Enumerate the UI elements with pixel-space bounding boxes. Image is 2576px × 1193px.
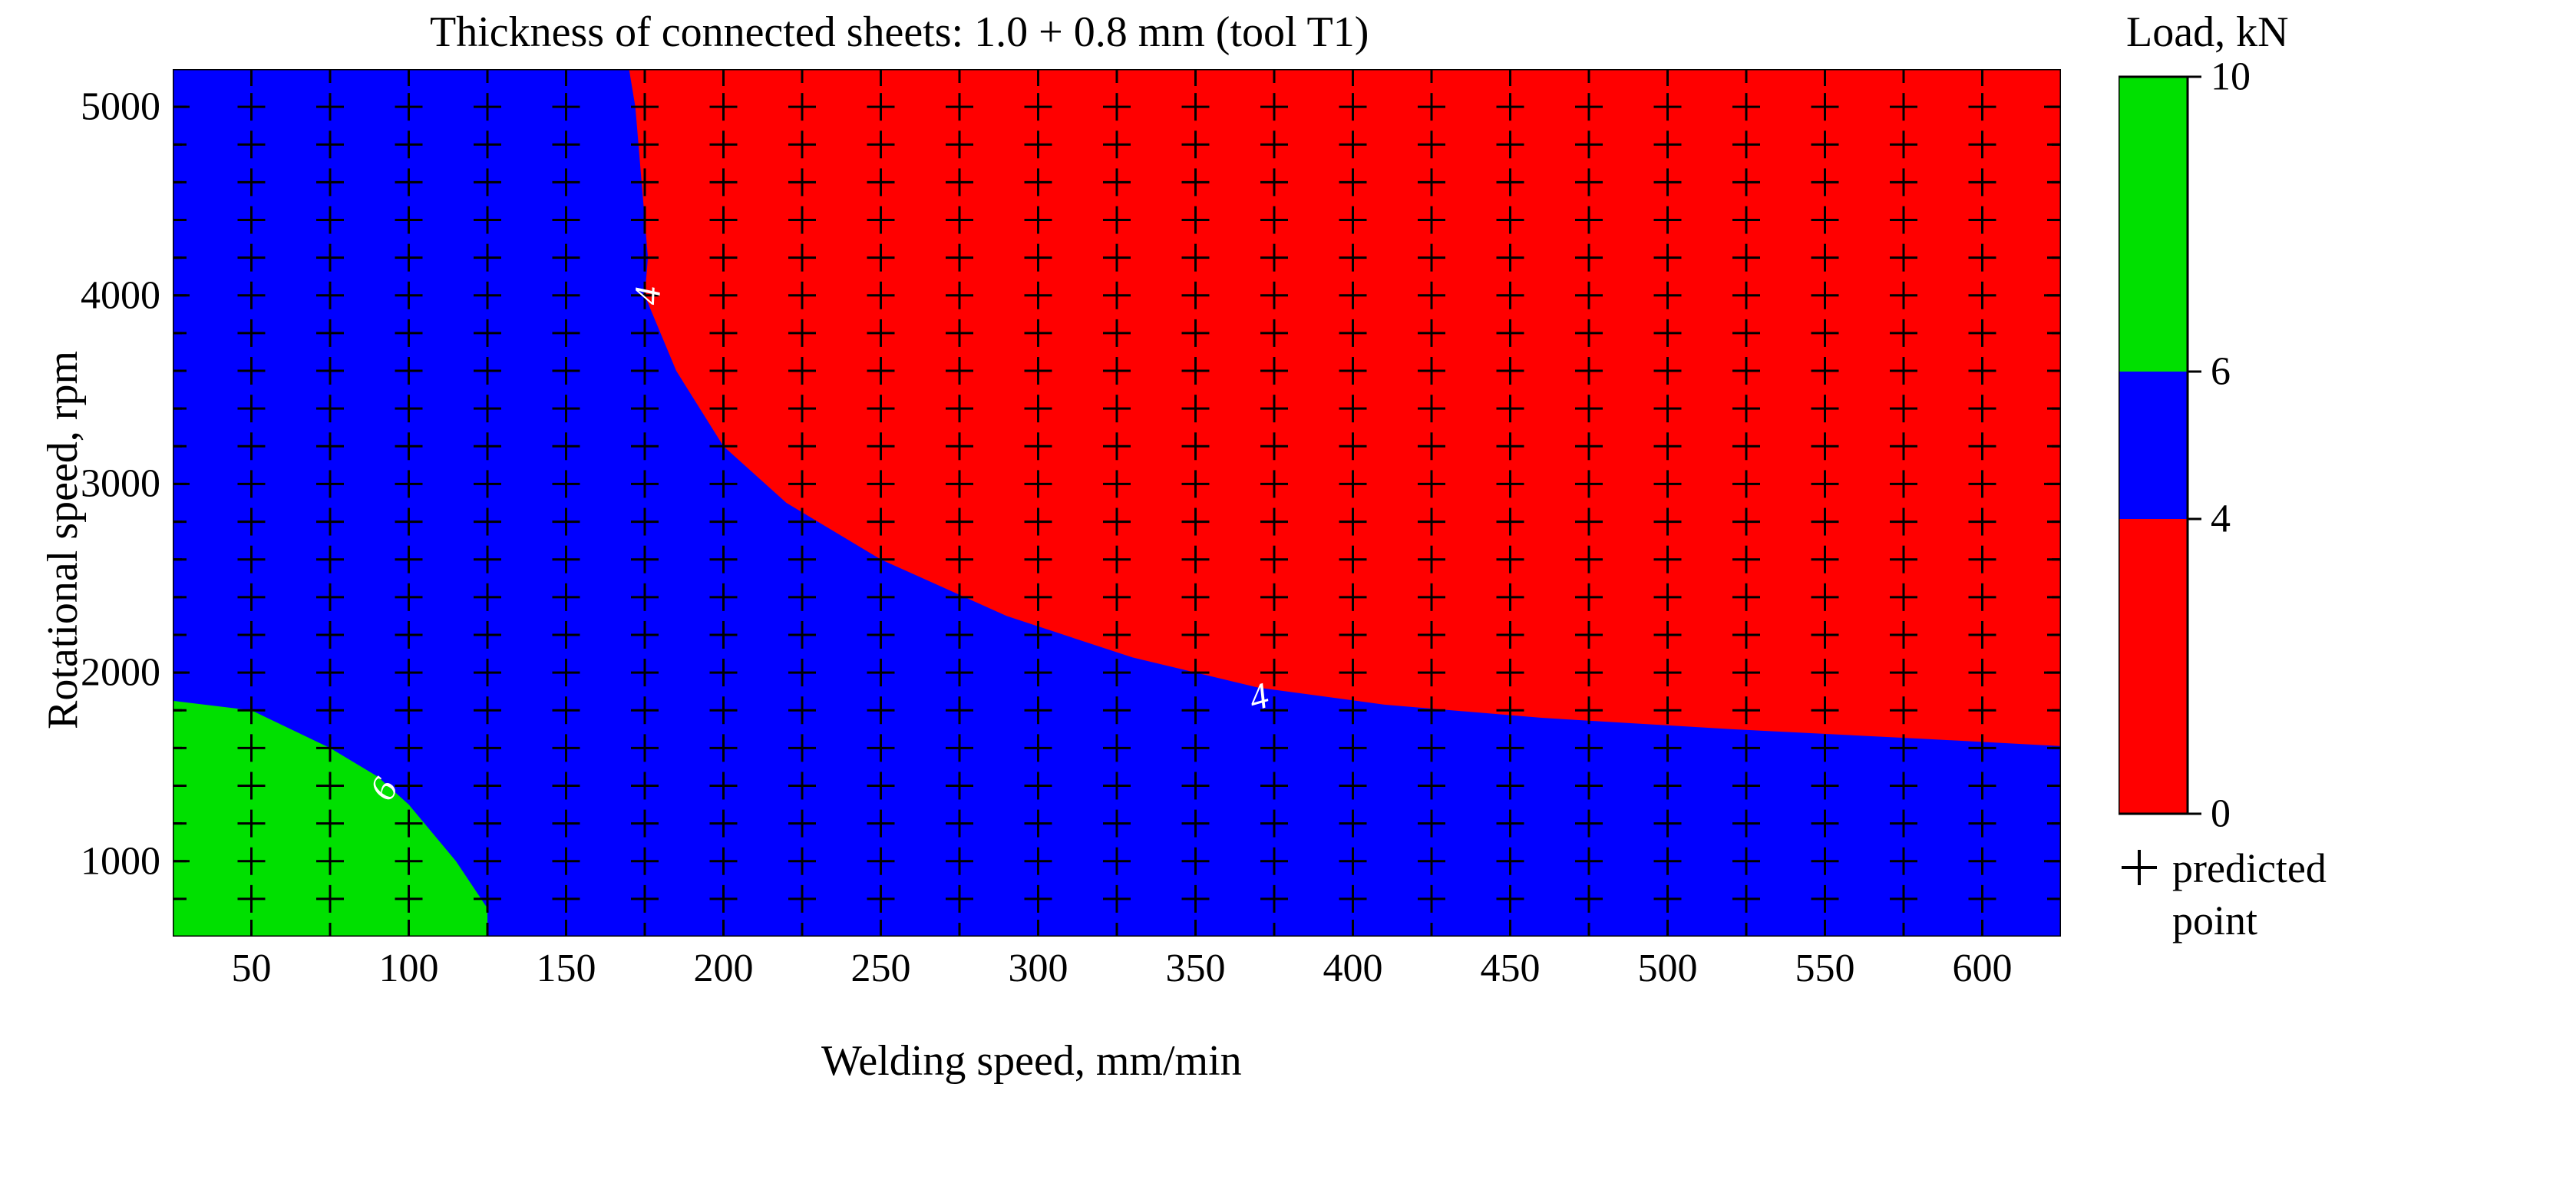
plot-area xyxy=(173,69,2061,937)
x-tick: 50 xyxy=(232,946,272,991)
legend-text-line1: predicted xyxy=(2172,844,2327,892)
legend-text-line2: point xyxy=(2172,897,2257,944)
colorbar-tick: 4 xyxy=(2211,497,2231,542)
contour-label-4a: 4 xyxy=(626,286,669,306)
x-tick: 150 xyxy=(537,946,596,991)
figure: Thickness of connected sheets: 1.0 + 0.8… xyxy=(0,0,2576,1193)
x-tick: 400 xyxy=(1323,946,1383,991)
x-axis-label: Welding speed, mm/min xyxy=(821,1036,1242,1086)
chart-title: Thickness of connected sheets: 1.0 + 0.8… xyxy=(430,8,1369,57)
y-tick: 1000 xyxy=(81,838,160,884)
y-tick: 5000 xyxy=(81,84,160,130)
colorbar-title: Load, kN xyxy=(2126,8,2289,57)
x-tick: 450 xyxy=(1481,946,1541,991)
y-tick: 2000 xyxy=(81,650,160,696)
x-tick: 550 xyxy=(1795,946,1855,991)
x-tick: 500 xyxy=(1638,946,1698,991)
colorbar-tick: 0 xyxy=(2211,791,2231,837)
y-tick: 4000 xyxy=(81,273,160,318)
x-tick: 300 xyxy=(1009,946,1068,991)
legend-marker xyxy=(2119,847,2160,888)
x-tick: 600 xyxy=(1953,946,2013,991)
colorbar-tick: 6 xyxy=(2211,349,2231,395)
y-tick: 3000 xyxy=(81,461,160,507)
x-tick: 200 xyxy=(694,946,754,991)
x-tick: 100 xyxy=(379,946,439,991)
x-tick: 250 xyxy=(851,946,911,991)
colorbar-tick: 10 xyxy=(2211,55,2251,100)
x-tick: 350 xyxy=(1166,946,1226,991)
colorbar xyxy=(2119,74,2204,817)
